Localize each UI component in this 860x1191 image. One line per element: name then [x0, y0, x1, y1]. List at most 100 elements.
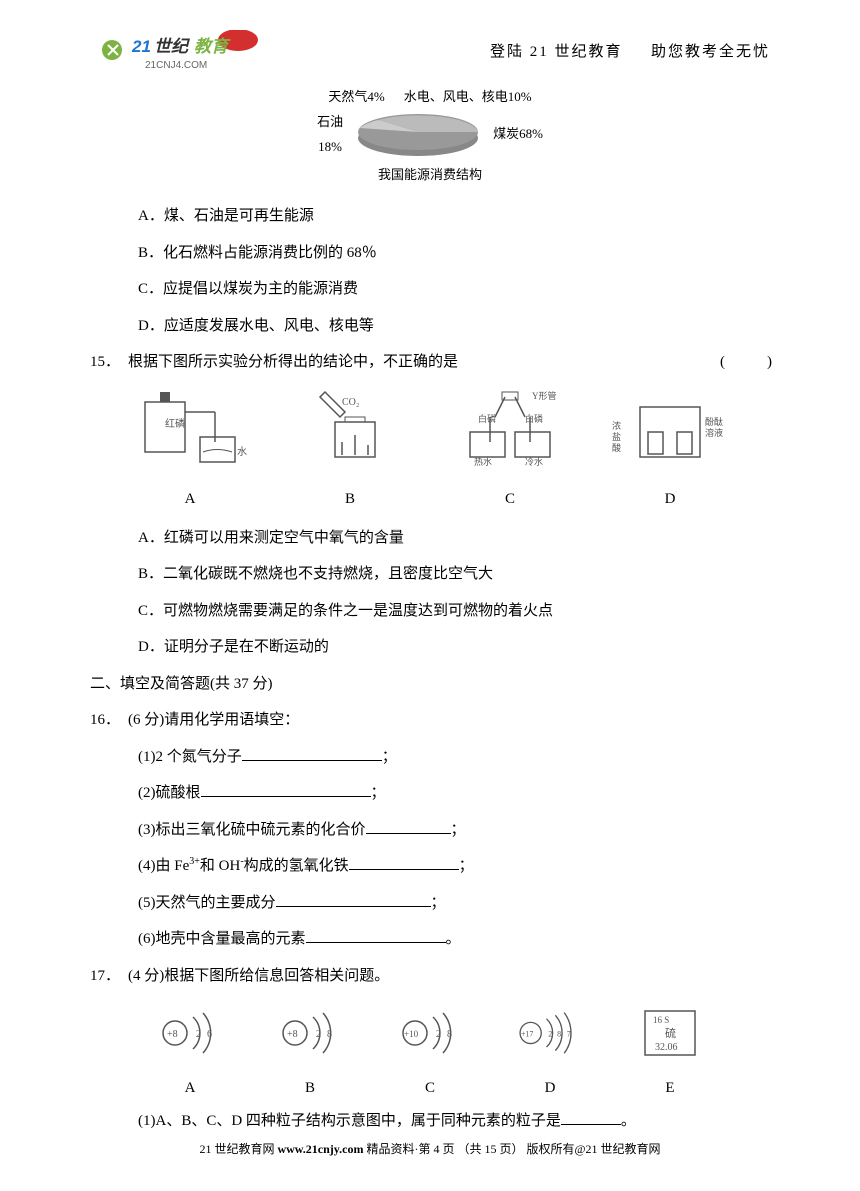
svg-text:2: 2 — [436, 1029, 441, 1040]
q16-sub6: (6)地壳中含量最高的元素。 — [90, 925, 770, 954]
pie-label-ng: 天然气4% — [328, 85, 384, 110]
svg-text:2: 2 — [548, 1030, 552, 1039]
exp-b-label: B — [290, 485, 410, 514]
svg-text:2: 2 — [316, 1029, 321, 1040]
q17-sub1: (1)A、B、C、D 四种粒子结构示意图中，属于同种元素的粒子是。 — [90, 1107, 770, 1136]
atom-d-icon: +17 2 8 7 — [513, 1005, 588, 1060]
header-text-2: 助您教考全无忧 — [651, 44, 770, 60]
exp-d-icon: 浓 盐 酸 酚酞 溶液 — [610, 387, 730, 472]
svg-text:水: 水 — [237, 446, 247, 458]
exp-a: 红磷 水 A — [130, 387, 250, 514]
q16-sub4: (4)由 Fe3+和 OH-构成的氢氧化铁； — [90, 852, 770, 881]
exp-a-icon: 红磷 水 — [130, 387, 250, 472]
q16-number: 16． — [90, 706, 128, 735]
blank-16-4[interactable] — [349, 852, 459, 870]
exp-a-label: A — [130, 485, 250, 514]
svg-text:6: 6 — [207, 1029, 212, 1040]
svg-text:21CNJ4.COM: 21CNJ4.COM — [145, 60, 207, 71]
atom-c: +10 2 8 C — [393, 1005, 468, 1102]
blank-16-6[interactable] — [306, 925, 446, 943]
svg-text:8: 8 — [447, 1029, 452, 1040]
q14-option-d: D．应适度发展水电、风电、核电等 — [90, 312, 770, 341]
exp-c-label: C — [450, 485, 570, 514]
q16-sub5: (5)天然气的主要成分； — [90, 889, 770, 918]
q15-paren: ( ) — [720, 348, 770, 377]
atom-d: +17 2 8 7 D — [513, 1005, 588, 1102]
exp-d: 浓 盐 酸 酚酞 溶液 D — [610, 387, 730, 514]
q14-option-c: C．应提倡以煤炭为主的能源消费 — [90, 275, 770, 304]
svg-text:浓: 浓 — [612, 421, 621, 431]
svg-text:白磷: 白磷 — [478, 413, 496, 424]
pie-caption: 我国能源消费结构 — [90, 163, 770, 188]
q16-sub1: (1)2 个氮气分子； — [90, 743, 770, 772]
svg-text:冷水: 冷水 — [525, 456, 543, 467]
svg-text:溶液: 溶液 — [705, 427, 723, 438]
atom-b-label: B — [273, 1074, 348, 1103]
svg-text:16 S: 16 S — [653, 1015, 669, 1025]
exp-b: CO₂ B — [290, 387, 410, 514]
svg-text:红磷: 红磷 — [165, 417, 185, 430]
svg-text:+17: +17 — [520, 1030, 532, 1039]
q15-option-b: B．二氧化碳既不燃烧也不支持燃烧，且密度比空气大 — [90, 560, 770, 589]
svg-text:7: 7 — [566, 1030, 570, 1039]
svg-text:2: 2 — [196, 1029, 201, 1040]
atom-b-icon: +8 2 8 — [273, 1005, 348, 1060]
atom-a: +8 2 6 A — [153, 1005, 228, 1102]
atom-b: +8 2 8 B — [273, 1005, 348, 1102]
svg-text:CO₂: CO₂ — [342, 397, 359, 408]
svg-text:酚酞: 酚酞 — [705, 416, 723, 427]
svg-text:世纪: 世纪 — [154, 37, 190, 56]
atom-e-icon: 16 S 硫 32.06 — [633, 1005, 708, 1060]
blank-16-1[interactable] — [242, 743, 382, 761]
logo: 21 世纪 教育 21CNJ4.COM — [90, 30, 270, 75]
pie-label-oil: 石油 18% — [317, 110, 343, 159]
svg-text:+8: +8 — [287, 1029, 298, 1040]
blank-17-1[interactable] — [561, 1107, 621, 1125]
svg-text:硫: 硫 — [665, 1026, 676, 1040]
pie-label-coal: 煤炭68% — [493, 122, 543, 147]
atom-a-icon: +8 2 6 — [153, 1005, 228, 1060]
exp-b-icon: CO₂ — [290, 387, 410, 472]
q17-text: (4 分)根据下图所给信息回答相关问题。 — [128, 962, 770, 991]
svg-text:酸: 酸 — [612, 443, 621, 453]
svg-text:8: 8 — [557, 1030, 561, 1039]
section-2-header: 二、填空及简答题(共 37 分) — [90, 670, 770, 699]
q17-number: 17． — [90, 962, 128, 991]
svg-text:8: 8 — [327, 1029, 332, 1040]
pie-label-hwn: 水电、风电、核电10% — [404, 85, 532, 110]
svg-text:白磷: 白磷 — [525, 413, 543, 424]
q15-option-a: A．红磷可以用来测定空气中氧气的含量 — [90, 524, 770, 553]
blank-16-5[interactable] — [276, 889, 431, 907]
page-header: 21 世纪 教育 21CNJ4.COM 登陆 21 世纪教育 助您教考全无忧 — [90, 30, 770, 75]
q15-number: 15． — [90, 348, 128, 377]
footer-text-2: 精品资料·第 4 页 （共 15 页） 版权所有@21 世纪教育网 — [363, 1142, 660, 1156]
svg-text:+10: +10 — [404, 1029, 419, 1039]
blank-16-2[interactable] — [201, 779, 371, 797]
svg-text:盐: 盐 — [612, 431, 621, 442]
q15-option-d: D．证明分子是在不断运动的 — [90, 633, 770, 662]
svg-text:+8: +8 — [167, 1029, 178, 1040]
exp-c: 白磷 白磷 热水 冷水 Y形管 C — [450, 387, 570, 514]
svg-text:Y形管: Y形管 — [532, 390, 557, 401]
atom-e: 16 S 硫 32.06 E — [633, 1005, 708, 1102]
q16-sub2: (2)硫酸根； — [90, 779, 770, 808]
q17-stem: 17． (4 分)根据下图所给信息回答相关问题。 — [90, 962, 770, 991]
footer-text-1: 21 世纪教育网 — [199, 1142, 277, 1156]
atom-e-label: E — [633, 1074, 708, 1103]
q16-text: (6 分)请用化学用语填空： — [128, 706, 770, 735]
page-footer: 21 世纪教育网 www.21cnjy.com 精品资料·第 4 页 （共 15… — [0, 1138, 860, 1161]
q14-option-a: A．煤、石油是可再生能源 — [90, 202, 770, 231]
q15-stem: 15． 根据下图所示实验分析得出的结论中，不正确的是 ( ) — [90, 348, 770, 377]
pie-chart-figure: 天然气4% 水电、风电、核电10% 石油 18% 煤炭68% 我国能源消费结构 — [90, 85, 770, 187]
q15-option-c: C．可燃物燃烧需要满足的条件之一是温度达到可燃物的着火点 — [90, 597, 770, 626]
q16-sub3: (3)标出三氧化硫中硫元素的化合价； — [90, 816, 770, 845]
svg-text:21: 21 — [131, 37, 151, 56]
logo-icon: 21 世纪 教育 21CNJ4.COM — [90, 30, 270, 75]
blank-16-3[interactable] — [366, 816, 451, 834]
svg-text:热水: 热水 — [474, 456, 492, 467]
atom-c-label: C — [393, 1074, 468, 1103]
atom-c-icon: +10 2 8 — [393, 1005, 468, 1060]
q15-text: 根据下图所示实验分析得出的结论中，不正确的是 — [128, 348, 720, 377]
svg-text:32.06: 32.06 — [655, 1042, 678, 1053]
experiment-diagrams: 红磷 水 A CO₂ B 白磷 白磷 热水 冷水 Y形管 C — [90, 387, 770, 514]
